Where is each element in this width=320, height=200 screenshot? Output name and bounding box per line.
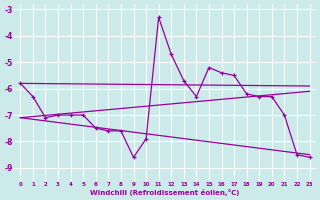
X-axis label: Windchill (Refroidissement éolien,°C): Windchill (Refroidissement éolien,°C) [90,189,240,196]
